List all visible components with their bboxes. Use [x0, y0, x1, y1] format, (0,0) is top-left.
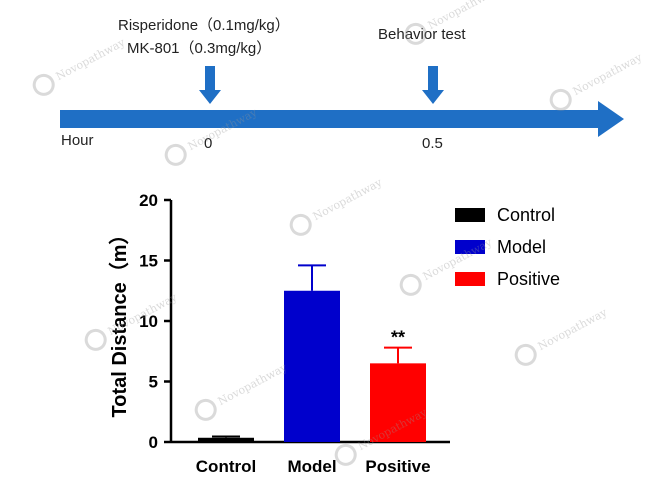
bar-positive: [370, 363, 426, 442]
test-down-arrow: [422, 66, 444, 104]
y-tick-label: 20: [139, 191, 158, 210]
drug2-label: MK-801（0.3mg/kg）: [127, 40, 272, 57]
timeline-tick-05: 0.5: [422, 135, 443, 152]
legend-swatch-control: [455, 208, 485, 222]
x-tick-label: Model: [287, 457, 336, 476]
y-tick-label: 10: [139, 312, 158, 331]
timeline-graphic: [60, 66, 624, 137]
timeline-arrow: [60, 101, 624, 137]
legend-swatch-positive: [455, 272, 485, 286]
legend-label-control: Control: [497, 205, 555, 225]
timeline-axis-label: Hour: [61, 132, 94, 149]
x-tick-label: Positive: [365, 457, 430, 476]
drug-down-arrow: [199, 66, 221, 104]
drug1-label: Risperidone（0.1mg/kg）: [118, 17, 290, 34]
timeline-tick-0: 0: [204, 135, 213, 152]
bar-control: [198, 437, 254, 442]
y-axis-label: Total Distance（m）: [108, 225, 131, 418]
y-tick-label: 5: [149, 373, 158, 392]
bar-chart: 0 5 10 15 20 Total Distance（m） Control Model Pos…: [108, 191, 560, 476]
legend-swatch-model: [455, 240, 485, 254]
y-tick-label: 15: [139, 252, 158, 271]
legend-label-model: Model: [497, 237, 546, 257]
behavior-test-label: Behavior test: [378, 26, 466, 43]
y-tick-label: 0: [149, 433, 158, 452]
significance-marker: **: [391, 328, 405, 348]
bar-model: [284, 290, 340, 442]
legend-label-positive: Positive: [497, 269, 560, 289]
x-tick-label: Control: [196, 457, 256, 476]
